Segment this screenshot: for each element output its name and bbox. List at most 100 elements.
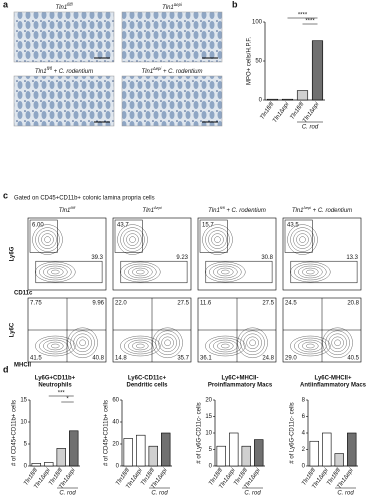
contour xyxy=(67,327,98,358)
label-sup: fl/fl xyxy=(70,206,75,210)
micrograph xyxy=(13,11,115,63)
bar xyxy=(309,440,319,467)
y-tick-label: 60 xyxy=(112,398,119,404)
contour xyxy=(221,269,230,275)
contour xyxy=(213,339,238,353)
y-tick-label: 0 xyxy=(24,464,28,470)
chart-title: Ly6C-CD11c+ xyxy=(128,376,167,382)
gate-value: 9.23 xyxy=(176,255,188,261)
label-sup: ∆epi xyxy=(153,66,162,71)
genotype-label: Tln1fl/fl xyxy=(55,2,73,10)
label-sup: fl/fl xyxy=(47,66,53,71)
genotype-label: Tln1∆epi xyxy=(162,2,183,10)
contour xyxy=(136,343,145,349)
quadrant-value: 24.8 xyxy=(262,356,274,362)
contour xyxy=(76,336,89,349)
contour xyxy=(202,224,233,255)
contour xyxy=(164,339,171,346)
y-tick-label: 0 xyxy=(259,98,263,104)
contour xyxy=(155,330,180,355)
quadrant-value: 9.96 xyxy=(92,301,104,307)
sig-label: *** xyxy=(58,391,66,397)
contour xyxy=(152,327,183,358)
group-label: C. rod xyxy=(302,125,319,131)
y-axis-label: # of CD45+CD11b+ cells xyxy=(104,400,110,466)
contour xyxy=(39,263,72,281)
contour xyxy=(328,333,347,352)
sig-label: **** xyxy=(305,19,315,25)
flow-plot xyxy=(197,217,277,291)
gate xyxy=(35,260,103,284)
chart-title: Ly6C-MHCII+ xyxy=(315,376,352,382)
contour xyxy=(221,343,230,349)
bar xyxy=(148,445,158,467)
contour xyxy=(205,335,246,357)
contour xyxy=(120,261,161,283)
bar xyxy=(266,98,279,101)
chart-title: Proinflammatory Macs xyxy=(208,383,273,389)
label-base: Tln1 xyxy=(141,69,153,75)
bar xyxy=(296,90,309,101)
y-tick-label: 2 xyxy=(302,447,306,453)
contour xyxy=(123,230,142,249)
contour xyxy=(161,336,174,349)
gate xyxy=(199,219,228,253)
contour xyxy=(120,227,145,252)
contour xyxy=(132,267,149,277)
quadrant-value: 35.7 xyxy=(177,356,189,362)
contour xyxy=(126,233,139,246)
contour xyxy=(41,233,54,246)
label-sup: fl/fl xyxy=(67,2,73,7)
contour xyxy=(322,327,353,358)
contour xyxy=(120,335,161,357)
quadrant-value: 27.5 xyxy=(262,301,274,307)
micrograph xyxy=(13,75,115,127)
bar xyxy=(254,439,264,467)
y-axis-label: # of Ly6G-CD11c- cells xyxy=(290,402,296,463)
quadrant-value: 11.6 xyxy=(200,301,212,307)
bar xyxy=(69,430,79,467)
quadrant-value: 36.1 xyxy=(200,356,212,362)
panel-label: b xyxy=(232,0,238,9)
y-tick-label: 100 xyxy=(252,20,263,26)
gate-value: 6.00 xyxy=(32,223,44,229)
group-label: C. rod xyxy=(244,491,261,497)
label-suffix: + C. rodentium xyxy=(311,208,352,214)
y-tick-label: 10 xyxy=(20,420,27,426)
contour xyxy=(290,261,331,283)
contour xyxy=(306,269,315,275)
label-sup: ∆epi xyxy=(174,2,183,7)
label-sup: fl/fl xyxy=(220,206,225,210)
gate-value: 43.7 xyxy=(117,223,129,229)
gate xyxy=(284,219,313,253)
quadrant-value: 14.8 xyxy=(115,356,127,362)
y-tick-label: 8 xyxy=(302,398,306,404)
contour xyxy=(35,335,76,357)
group-label: C. rod xyxy=(337,491,354,497)
contour xyxy=(70,330,95,355)
gate-value: 43.5 xyxy=(287,223,299,229)
axis-label: Ly6C xyxy=(10,322,16,337)
contour xyxy=(246,336,259,349)
contour xyxy=(38,230,57,249)
y-tick-label: 5 xyxy=(24,442,28,448)
y-tick-label: 15 xyxy=(205,414,212,420)
genotype-label: Tln1∆epi xyxy=(142,206,161,214)
quadrant-value: 20.8 xyxy=(347,301,359,307)
gate xyxy=(29,219,58,253)
genotype-label: Tln1∆epi + C. rodentium xyxy=(141,66,202,74)
genotype-label: Tln1fl/fl xyxy=(59,206,76,214)
contour xyxy=(294,263,327,281)
contour xyxy=(32,224,63,255)
y-axis-label: # of CD45+CD11b+ cells xyxy=(12,400,18,466)
y-tick-label: 50 xyxy=(255,59,262,65)
y-tick-label: 20 xyxy=(112,442,119,448)
x-tick-label: Tln1∆epi xyxy=(271,100,291,124)
y-tick-label: 0 xyxy=(209,464,213,470)
quadrant-value: 24.5 xyxy=(285,301,297,307)
contour xyxy=(158,333,177,352)
contour xyxy=(287,224,318,255)
y-tick-label: 6 xyxy=(302,414,306,420)
group-label: C. rod xyxy=(59,491,76,497)
